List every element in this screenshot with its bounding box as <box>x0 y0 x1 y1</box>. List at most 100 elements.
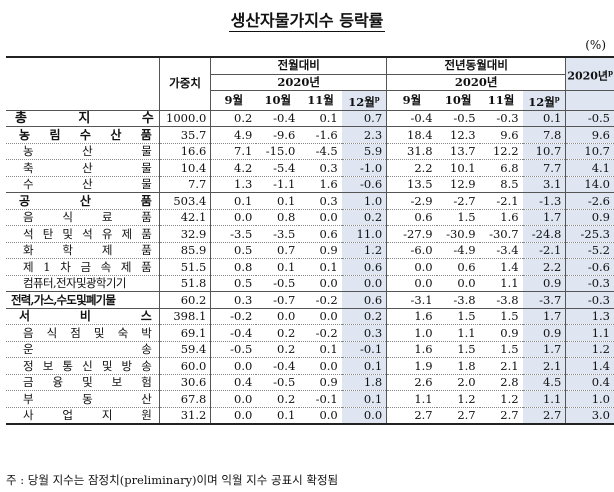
unit-label: (%) <box>585 38 606 52</box>
mom-cell: 0.0 <box>341 275 387 292</box>
annual-cell: 1.0 <box>565 390 614 408</box>
annual-cell: 14.0 <box>565 176 614 193</box>
mom-cell: 0.2 <box>210 110 257 127</box>
mom-cell: 0.0 <box>210 407 257 425</box>
weight-cell: 16.6 <box>158 143 211 160</box>
weight-cell: 30.6 <box>158 374 211 391</box>
mom-cell: 0.6 <box>341 258 387 276</box>
mom-cell: 0.0 <box>319 358 338 373</box>
yoy-month-header: 10월 <box>436 90 480 111</box>
yoy-cell: -2.1 <box>522 242 566 259</box>
weight-cell: 60.2 <box>158 291 211 309</box>
mom-cell: 0.3 <box>210 291 257 309</box>
yoy-year-header: 2020년 <box>386 73 566 91</box>
yoy-cell: 2.7 <box>500 408 519 423</box>
mom-cell: 0.2 <box>277 325 296 340</box>
mom-cell: -0.5 <box>210 341 257 358</box>
annual-cell: 4.1 <box>565 159 614 177</box>
mom-cell: 1.3 <box>210 176 257 193</box>
mom-cell: 0.0 <box>210 209 257 226</box>
table-row: 정 보 통 신 및 방 송 60.0 0.0 -0.4 0.0 0.1 1.9 1.8 2.1 2.1 1.4 <box>6 357 614 375</box>
yoy-month-header: 9월 <box>386 90 437 111</box>
yoy-cell: 13.7 <box>450 144 476 159</box>
yoy-cell: 6.8 <box>500 160 519 175</box>
mom-cell: -0.2 <box>315 292 338 307</box>
yoy-cell: 0.6 <box>386 209 437 226</box>
weight-cell: 35.7 <box>158 126 211 144</box>
yoy-cell: 1.5 <box>500 309 519 324</box>
weight-cell: 31.2 <box>158 407 211 425</box>
table-row: 총 지 수 1000.0 0.2 -0.4 0.1 0.7 -0.4 -0.5 -0.3 0.1 -0.… <box>6 110 614 127</box>
yoy-cell: 0.6 <box>457 259 476 274</box>
weight-cell: 60.0 <box>158 357 211 375</box>
mom-cell: 1.2 <box>341 242 387 259</box>
yoy-cell: 2.8 <box>500 375 519 390</box>
yoy-cell: 1.0 <box>386 324 437 342</box>
yoy-cell: 2.7 <box>522 407 566 425</box>
mom-cell: 0.4 <box>210 374 257 391</box>
weight-cell: 51.8 <box>158 275 211 292</box>
mom-cell: 1.6 <box>319 177 338 192</box>
yoy-cell: 1.1 <box>522 390 566 408</box>
mom-cell: -0.4 <box>210 324 257 342</box>
table-row: 제 1 차 금 속 제 품 51.5 0.8 0.1 0.1 0.6 0.0 0.6 1.4 2.2 -0.6 <box>6 258 614 276</box>
mom-cell: 1.8 <box>341 374 387 391</box>
annual-cell: 1.4 <box>565 357 614 375</box>
yoy-cell: 1.1 <box>457 325 476 340</box>
annual-cell: 10.7 <box>565 143 614 160</box>
mom-cell: 0.0 <box>319 309 338 324</box>
weight-cell: 7.7 <box>158 176 211 193</box>
annual-cell: 0.4 <box>565 374 614 391</box>
weight-cell: 503.4 <box>158 192 211 210</box>
annual-cell: -2.6 <box>565 192 614 210</box>
annual-cell: 1.1 <box>565 324 614 342</box>
weight-cell: 42.1 <box>158 209 211 226</box>
mom-cell: 0.2 <box>341 209 387 226</box>
yoy-cell: -3.7 <box>522 291 566 309</box>
mom-cell: -9.6 <box>273 127 296 142</box>
mom-cell: 0.1 <box>341 357 387 375</box>
mom-cell: 0.1 <box>210 192 257 210</box>
yoy-cell: 2.7 <box>457 408 476 423</box>
annual-cell: 0.9 <box>565 209 614 226</box>
yoy-cell: 2.2 <box>522 258 566 276</box>
yoy-cell: -0.3 <box>496 111 519 126</box>
mom-cell: -4.5 <box>315 144 338 159</box>
yoy-cell: 2.6 <box>386 374 437 391</box>
table-row: 석 탄 및 석 유 제 품 32.9 -3.5 -3.5 0.6 11.0 -27.9 -30.9 -30.… <box>6 225 614 243</box>
yoy-header: 전년동월대비 <box>386 57 566 74</box>
page-title: 생산자물가지수 등락률 <box>228 11 386 32</box>
mom-cell: -0.5 <box>273 276 296 291</box>
yoy-cell: -3.1 <box>386 291 437 309</box>
yoy-cell: 9.6 <box>500 127 519 142</box>
yoy-cell: 13.5 <box>386 176 437 193</box>
yoy-cell: 1.5 <box>500 342 519 357</box>
mom-header: 전월대비 <box>210 57 387 74</box>
annual-cell: -0.6 <box>565 258 614 276</box>
mom-cell: 0.5 <box>210 242 257 259</box>
yoy-cell: 2.7 <box>386 407 437 425</box>
mom-cell: 0.3 <box>341 324 387 342</box>
mom-cell: -15.0 <box>265 144 296 159</box>
yoy-cell: -2.9 <box>386 192 437 210</box>
annual-header: 2020년p <box>565 57 614 91</box>
mom-cell: 4.2 <box>210 159 257 177</box>
yoy-cell: 1.5 <box>457 210 476 225</box>
yoy-cell: -6.0 <box>386 242 437 259</box>
weight-cell: 51.5 <box>158 258 211 276</box>
annual-cell: 1.3 <box>565 308 614 325</box>
weight-cell: 1000.0 <box>158 110 211 127</box>
mom-cell: -5.4 <box>273 160 296 175</box>
